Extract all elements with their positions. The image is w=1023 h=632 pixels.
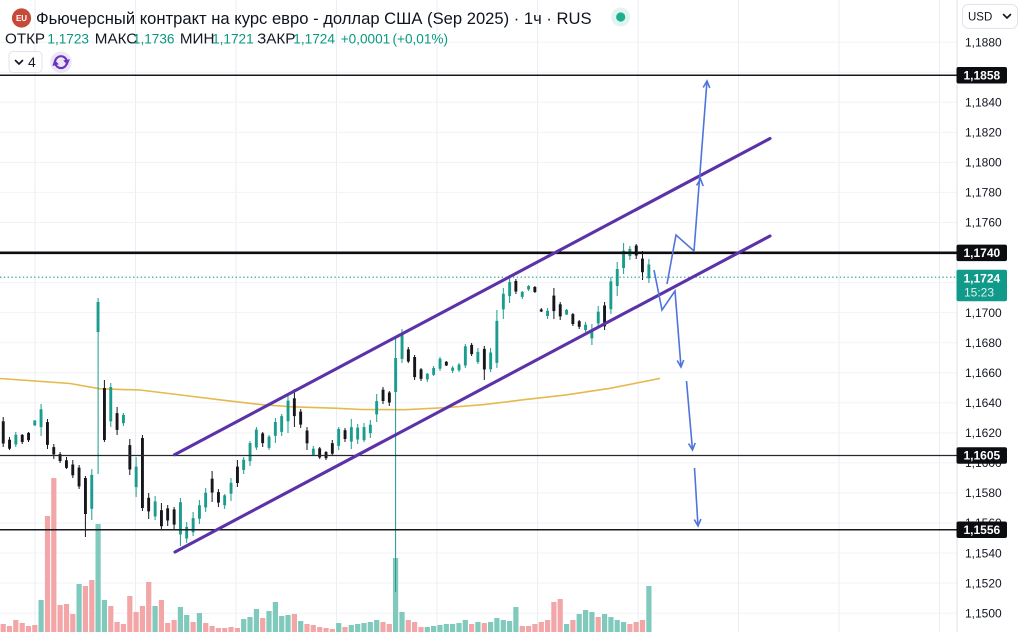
svg-text:ОТКР: ОТКР [5, 30, 45, 47]
svg-text:15:23: 15:23 [964, 286, 994, 300]
svg-text:+0,0001: +0,0001 [341, 31, 391, 46]
svg-text:1,1840: 1,1840 [965, 96, 1002, 110]
svg-text:1,1700: 1,1700 [965, 306, 1002, 320]
svg-text:МИН: МИН [180, 30, 215, 47]
svg-text:МАКС: МАКС [95, 30, 137, 47]
svg-text:(+0,01%): (+0,01%) [393, 31, 449, 46]
svg-text:1,1660: 1,1660 [965, 366, 1002, 380]
svg-text:1,1556: 1,1556 [964, 523, 1001, 537]
svg-text:USD: USD [968, 12, 992, 24]
svg-text:1,1724: 1,1724 [964, 272, 1001, 286]
svg-text:1,1680: 1,1680 [965, 336, 1002, 350]
svg-text:1,1780: 1,1780 [965, 186, 1002, 200]
svg-text:1,1640: 1,1640 [965, 396, 1002, 410]
svg-text:EU: EU [16, 14, 27, 23]
svg-text:1,1724: 1,1724 [293, 31, 335, 46]
svg-text:1,1740: 1,1740 [964, 246, 1001, 260]
svg-text:ЗАКР: ЗАКР [257, 30, 295, 47]
svg-text:1,1500: 1,1500 [965, 606, 1002, 620]
svg-text:1,1858: 1,1858 [964, 69, 1001, 83]
svg-text:1,1520: 1,1520 [965, 576, 1002, 590]
svg-text:1,1760: 1,1760 [965, 216, 1002, 230]
svg-text:1,1580: 1,1580 [965, 486, 1002, 500]
svg-text:1,1721: 1,1721 [212, 31, 254, 46]
svg-text:4: 4 [28, 54, 36, 70]
svg-text:1,1880: 1,1880 [965, 35, 1002, 49]
svg-text:1,1736: 1,1736 [133, 31, 175, 46]
svg-text:1,1605: 1,1605 [964, 449, 1001, 463]
svg-text:1,1820: 1,1820 [965, 126, 1002, 140]
svg-text:1,1723: 1,1723 [47, 31, 89, 46]
svg-text:1,1540: 1,1540 [965, 546, 1002, 560]
svg-text:Фьючерсный контракт на курс ев: Фьючерсный контракт на курс евро - долла… [36, 9, 592, 28]
svg-text:1,1620: 1,1620 [965, 426, 1002, 440]
svg-text:1,1800: 1,1800 [965, 156, 1002, 170]
